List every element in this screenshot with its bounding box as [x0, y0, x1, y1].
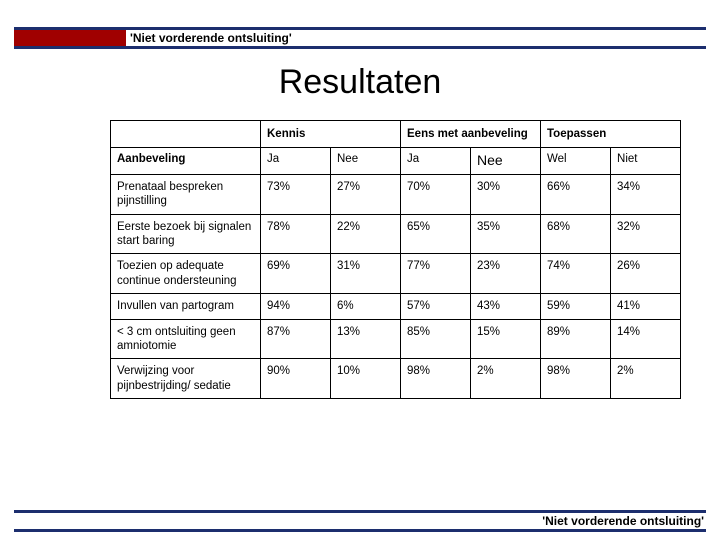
row-value: 78%	[261, 214, 331, 254]
table-header-groups: Kennis Eens met aanbeveling Toepassen	[111, 121, 681, 148]
row-value: 27%	[331, 174, 401, 214]
row-value: 31%	[331, 254, 401, 294]
header-accent-block	[14, 30, 126, 46]
row-label: Prenataal bespreken pijnstilling	[111, 174, 261, 214]
header-subtitle: 'Niet vorderende ontsluiting'	[130, 31, 292, 45]
row-label: < 3 cm ontsluiting geen amniotomie	[111, 319, 261, 359]
row-value: 23%	[471, 254, 541, 294]
row-value: 98%	[541, 359, 611, 399]
row-value: 32%	[611, 214, 681, 254]
row-value: 41%	[611, 294, 681, 319]
row-label: Toezien op adequate continue ondersteuni…	[111, 254, 261, 294]
sub-header-nee1: Nee	[331, 148, 401, 175]
group-header-kennis: Kennis	[261, 121, 401, 148]
footer-label: 'Niet vorderende ontsluiting'	[542, 513, 706, 529]
row-value: 70%	[401, 174, 471, 214]
row-value: 13%	[331, 319, 401, 359]
row-value: 34%	[611, 174, 681, 214]
sub-header-wel: Wel	[541, 148, 611, 175]
row-label: Verwijzing voor pijnbestrijding/ sedatie	[111, 359, 261, 399]
sub-header-aanbeveling: Aanbeveling	[111, 148, 261, 175]
row-value: 22%	[331, 214, 401, 254]
row-value: 98%	[401, 359, 471, 399]
row-value: 35%	[471, 214, 541, 254]
row-value: 94%	[261, 294, 331, 319]
header-bar: 'Niet vorderende ontsluiting'	[14, 27, 706, 49]
sub-header-ja2: Ja	[401, 148, 471, 175]
group-header-blank	[111, 121, 261, 148]
results-table-wrap: Kennis Eens met aanbeveling Toepassen Aa…	[110, 120, 680, 399]
row-label: Invullen van partogram	[111, 294, 261, 319]
table-row: Toezien op adequate continue ondersteuni…	[111, 254, 681, 294]
row-value: 66%	[541, 174, 611, 214]
row-value: 14%	[611, 319, 681, 359]
row-value: 68%	[541, 214, 611, 254]
row-value: 59%	[541, 294, 611, 319]
page-title: Resultaten	[0, 63, 720, 102]
header-title-wrap: 'Niet vorderende ontsluiting'	[126, 30, 706, 46]
row-value: 57%	[401, 294, 471, 319]
table-row: Eerste bezoek bij signalen start baring7…	[111, 214, 681, 254]
table-header-sub: Aanbeveling Ja Nee Ja Nee Wel Niet	[111, 148, 681, 175]
row-value: 73%	[261, 174, 331, 214]
row-value: 74%	[541, 254, 611, 294]
row-value: 90%	[261, 359, 331, 399]
row-value: 10%	[331, 359, 401, 399]
row-value: 43%	[471, 294, 541, 319]
row-value: 2%	[471, 359, 541, 399]
group-header-eens: Eens met aanbeveling	[401, 121, 541, 148]
footer-bar: 'Niet vorderende ontsluiting'	[14, 510, 706, 532]
sub-header-ja1: Ja	[261, 148, 331, 175]
row-value: 2%	[611, 359, 681, 399]
row-value: 15%	[471, 319, 541, 359]
table-row: < 3 cm ontsluiting geen amniotomie87%13%…	[111, 319, 681, 359]
results-table: Kennis Eens met aanbeveling Toepassen Aa…	[110, 120, 681, 399]
row-value: 26%	[611, 254, 681, 294]
table-row: Prenataal bespreken pijnstilling73%27%70…	[111, 174, 681, 214]
row-value: 69%	[261, 254, 331, 294]
table-row: Verwijzing voor pijnbestrijding/ sedatie…	[111, 359, 681, 399]
row-value: 85%	[401, 319, 471, 359]
sub-header-niet: Niet	[611, 148, 681, 175]
row-value: 77%	[401, 254, 471, 294]
row-value: 30%	[471, 174, 541, 214]
row-value: 65%	[401, 214, 471, 254]
sub-header-nee2: Nee	[471, 148, 541, 175]
row-value: 6%	[331, 294, 401, 319]
table-body: Prenataal bespreken pijnstilling73%27%70…	[111, 174, 681, 398]
row-value: 87%	[261, 319, 331, 359]
group-header-toepassen: Toepassen	[541, 121, 681, 148]
row-label: Eerste bezoek bij signalen start baring	[111, 214, 261, 254]
table-row: Invullen van partogram94%6%57%43%59%41%	[111, 294, 681, 319]
row-value: 89%	[541, 319, 611, 359]
